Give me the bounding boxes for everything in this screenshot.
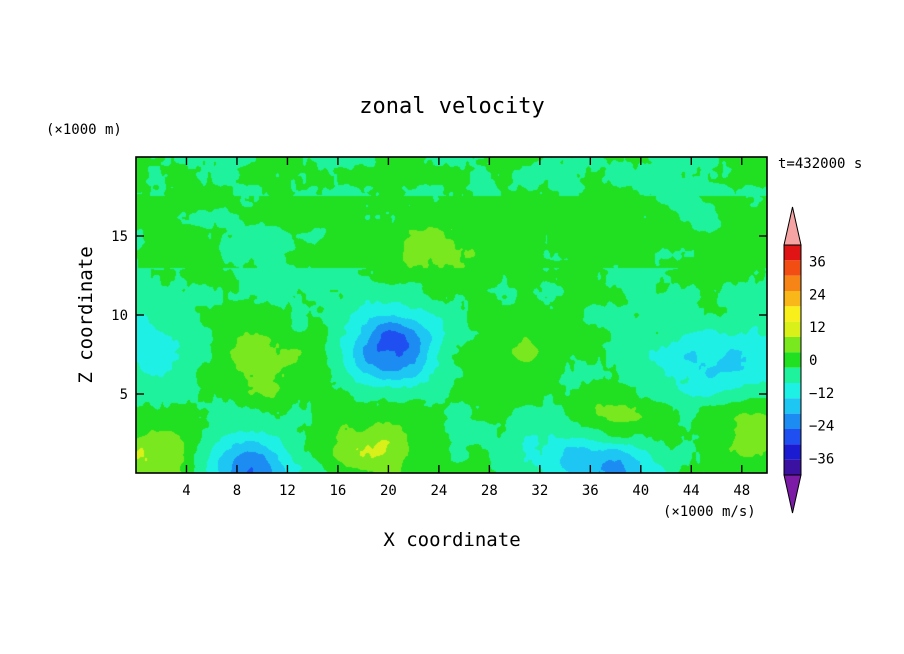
- colorbar-swatch: [784, 245, 801, 261]
- x-tick-label: 32: [531, 483, 548, 499]
- x-tick-label: 20: [380, 483, 397, 499]
- x-tick-label: 4: [182, 483, 190, 499]
- colorbar-max-triangle: [783, 206, 802, 246]
- x-tick-label: 8: [233, 483, 241, 499]
- y-axis: 5 10 15: [111, 229, 767, 403]
- y-unit-label: (×1000 m): [46, 122, 122, 138]
- time-label: t=432000 s: [778, 156, 862, 172]
- x-axis-label: X coordinate: [383, 529, 520, 551]
- colorbar-swatch: [784, 398, 801, 414]
- colorbar-swatch: [784, 444, 801, 460]
- y-tick-label: 10: [111, 308, 128, 324]
- x-tick-label: 28: [481, 483, 498, 499]
- x-axis: 4 8 12 16 20 24 28 32 36 40 44 48: [182, 157, 750, 499]
- colorbar-swatch: [784, 306, 801, 322]
- y-tick-label: 15: [111, 229, 128, 245]
- colorbar-swatch: [784, 459, 801, 475]
- x-tick-label: 48: [733, 483, 750, 499]
- colorbar-swatch: [784, 275, 801, 291]
- colorbar-tick-label: 12: [809, 320, 826, 336]
- colorbar-swatch: [784, 321, 801, 337]
- colorbar: 36 24 12 0 −12 −24 −36: [783, 206, 834, 514]
- colorbar-swatch: [784, 291, 801, 307]
- chart-title: zonal velocity: [359, 94, 544, 119]
- colorbar-swatch: [784, 352, 801, 368]
- colorbar-tick-label: −36: [809, 452, 834, 468]
- colorbar-swatch: [784, 367, 801, 383]
- x-unit-label: (×1000 m/s): [663, 504, 756, 520]
- x-tick-label: 16: [329, 483, 346, 499]
- colorbar-tick-label: 24: [809, 287, 826, 303]
- x-tick-label: 36: [582, 483, 599, 499]
- colorbar-tick-label: −12: [809, 386, 834, 402]
- x-tick-label: 24: [430, 483, 447, 499]
- x-tick-label: 44: [683, 483, 700, 499]
- colorbar-swatch: [784, 413, 801, 429]
- colorbar-swatch: [784, 260, 801, 276]
- colorbar-tick-label: −24: [809, 419, 834, 435]
- y-tick-label: 5: [120, 387, 128, 403]
- colorbar-swatch: [784, 383, 801, 399]
- x-tick-label: 40: [632, 483, 649, 499]
- colorbar-min-triangle: [783, 474, 802, 514]
- velocity-field: [136, 157, 767, 473]
- colorbar-swatch: [784, 337, 801, 353]
- plot-area: [135, 156, 768, 474]
- y-axis-label: Z coordinate: [75, 246, 97, 383]
- x-tick-label: 12: [279, 483, 296, 499]
- colorbar-tick-label: 36: [809, 254, 826, 270]
- colorbar-tick-label: 0: [809, 353, 817, 369]
- colorbar-swatch: [784, 429, 801, 445]
